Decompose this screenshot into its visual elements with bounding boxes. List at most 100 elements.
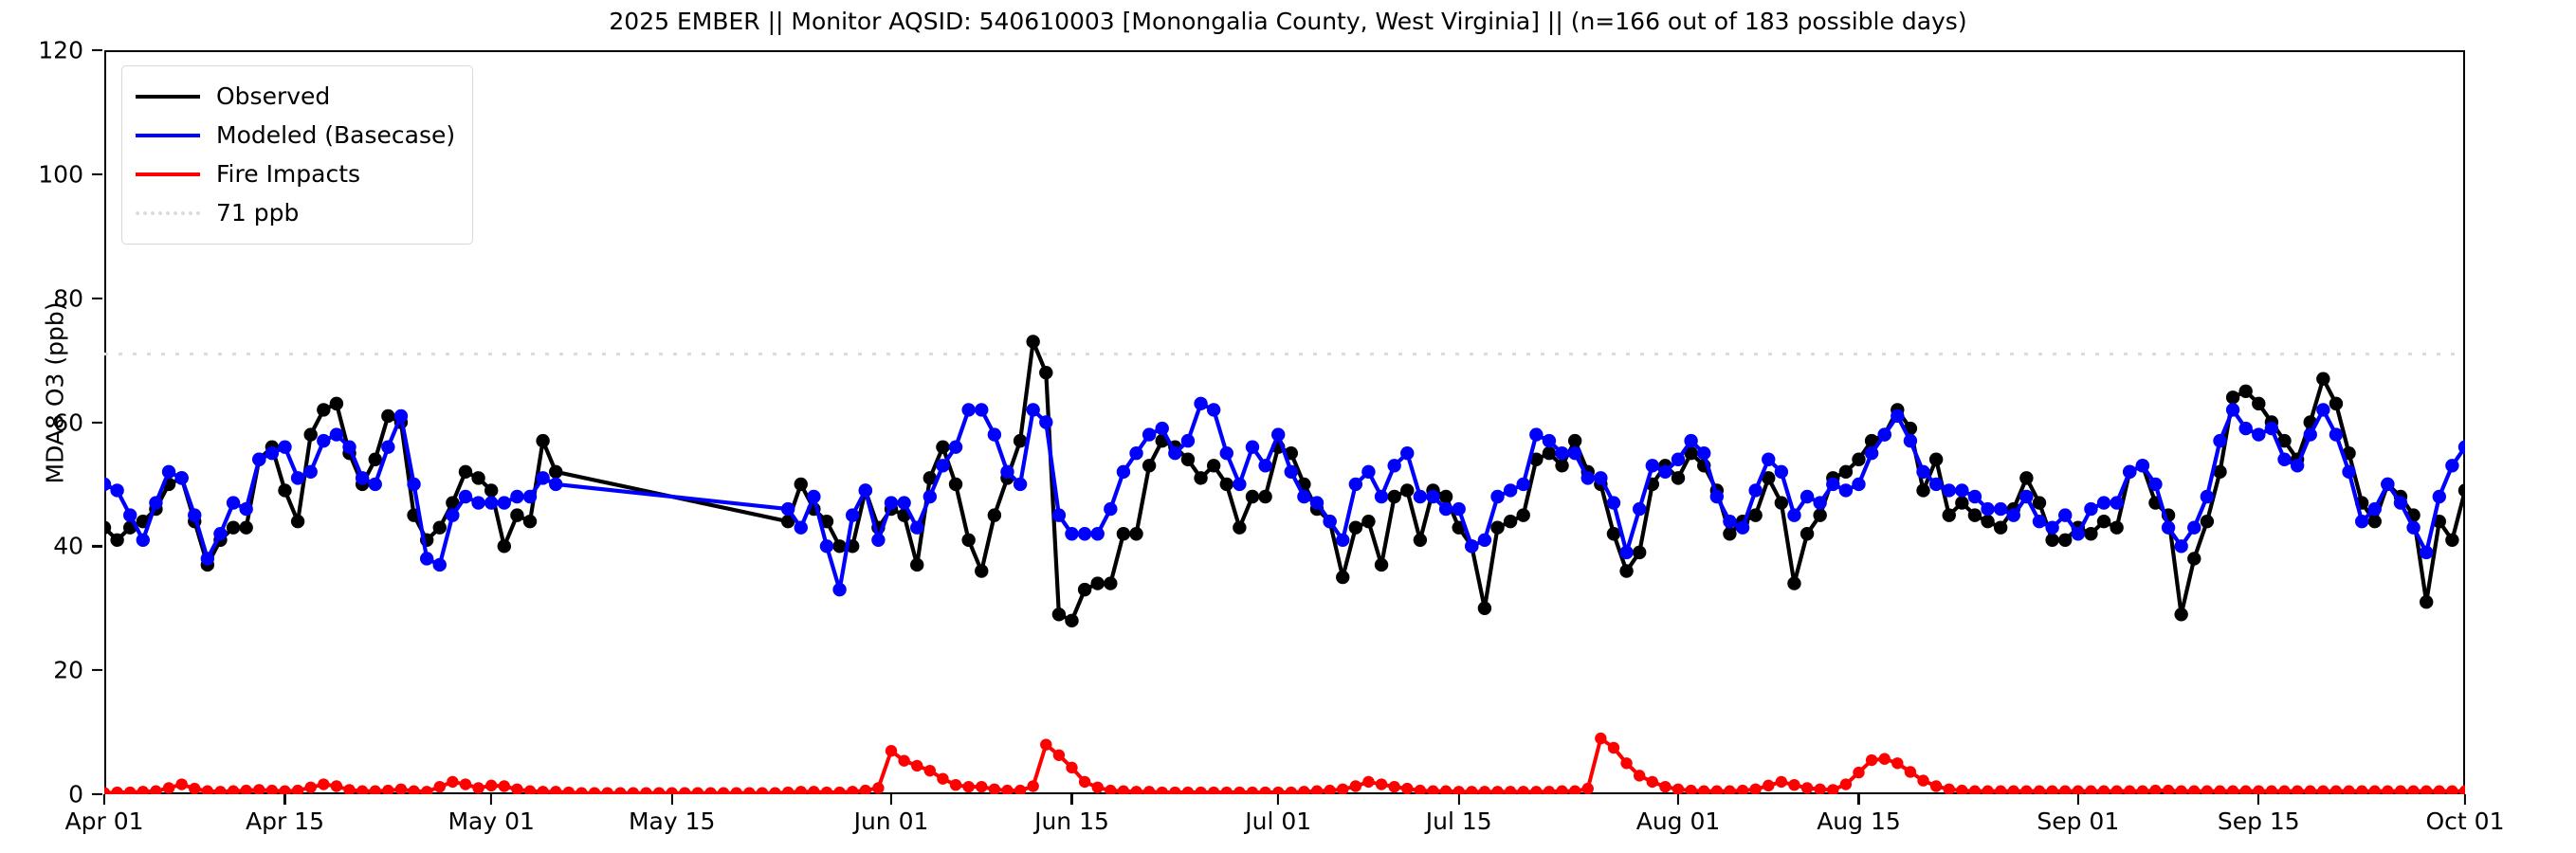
data-point <box>2046 785 2058 794</box>
data-point <box>1439 785 1452 794</box>
data-point <box>510 489 524 504</box>
data-point <box>2084 501 2098 517</box>
data-point <box>1220 786 1233 794</box>
data-point <box>523 785 537 794</box>
data-point <box>2124 785 2136 794</box>
x-tick-mark <box>2076 794 2079 805</box>
data-point <box>2045 520 2059 535</box>
data-point <box>394 783 408 794</box>
data-point <box>1438 501 1453 517</box>
data-point <box>1400 446 1415 461</box>
data-point <box>2059 785 2072 794</box>
data-point <box>536 433 550 448</box>
data-point <box>2072 785 2084 794</box>
data-point <box>1646 775 1658 789</box>
data-point <box>1684 446 1698 461</box>
data-point <box>1774 464 1789 480</box>
data-point <box>2136 785 2149 794</box>
data-point <box>2213 464 2227 480</box>
data-point <box>1361 514 1376 529</box>
data-point <box>201 785 214 794</box>
data-point <box>110 533 124 547</box>
data-point <box>1852 452 1866 466</box>
x-tick-label: Aug 15 <box>1817 808 1901 835</box>
data-point <box>2382 785 2394 794</box>
data-point <box>846 786 859 794</box>
data-point <box>432 520 447 535</box>
data-point <box>1452 786 1465 794</box>
data-point <box>1001 784 1014 794</box>
x-tick-mark <box>283 794 286 805</box>
data-point <box>1361 464 1376 480</box>
y-axis-tick-marks <box>0 48 104 796</box>
data-point <box>1477 533 1492 547</box>
data-point <box>1968 785 1982 794</box>
data-point <box>1336 570 1350 585</box>
data-point <box>756 787 769 794</box>
data-point <box>1169 786 1181 794</box>
x-tick-label: Jul 01 <box>1245 808 1312 835</box>
data-point <box>408 785 420 794</box>
data-point <box>1077 527 1092 541</box>
data-point <box>1478 786 1491 794</box>
data-point <box>884 496 899 510</box>
data-point <box>1374 557 1389 572</box>
y-tick-mark <box>92 172 102 175</box>
data-point <box>1181 786 1195 794</box>
data-point <box>2445 533 2459 547</box>
series-observed <box>104 335 2465 628</box>
data-point <box>948 440 963 454</box>
data-point <box>1697 446 1711 461</box>
data-point <box>2019 471 2034 485</box>
data-point <box>303 427 318 442</box>
y-tick-label: 20 <box>53 656 83 684</box>
data-point <box>2071 527 2085 541</box>
data-point <box>832 539 847 554</box>
data-point <box>1748 483 1763 498</box>
data-point <box>1284 464 1299 480</box>
data-point <box>2149 784 2162 794</box>
data-point <box>1981 514 1995 529</box>
data-point <box>1323 514 1337 529</box>
x-tick-mark <box>490 794 493 805</box>
data-point <box>1465 539 1479 554</box>
data-point <box>522 514 538 529</box>
data-point <box>381 440 395 454</box>
data-point <box>1723 527 1737 541</box>
data-point <box>110 483 124 498</box>
data-point <box>2419 595 2434 609</box>
data-point <box>1246 786 1259 794</box>
data-point <box>1348 520 1363 535</box>
data-point <box>1040 738 1052 751</box>
data-point <box>1981 501 1995 517</box>
data-point <box>1864 433 1879 448</box>
data-point <box>948 477 963 492</box>
data-point <box>859 784 871 794</box>
data-point <box>1788 778 1800 791</box>
data-point <box>1813 496 1827 510</box>
data-point <box>355 471 370 485</box>
y-tick-label: 40 <box>53 532 83 560</box>
chart-canvas <box>104 335 2465 794</box>
data-point <box>2367 514 2382 529</box>
data-point <box>393 408 409 424</box>
data-point <box>2368 785 2381 794</box>
data-point <box>1928 477 1944 492</box>
data-point <box>2457 440 2465 454</box>
y-tick-label: 100 <box>38 160 83 189</box>
data-point <box>458 489 473 504</box>
data-point <box>1671 452 1686 466</box>
data-point <box>2316 372 2330 386</box>
data-point <box>1762 452 1776 466</box>
legend-item-threshold: 71 ppb <box>136 193 455 232</box>
data-point <box>2175 785 2187 794</box>
data-point <box>369 785 381 794</box>
data-point <box>679 787 691 794</box>
data-point <box>1942 508 1956 522</box>
data-point <box>1013 477 1028 492</box>
data-point <box>2329 396 2344 411</box>
data-point <box>381 408 395 424</box>
data-point <box>317 403 331 417</box>
data-point <box>329 427 344 442</box>
data-point <box>1567 446 1582 461</box>
